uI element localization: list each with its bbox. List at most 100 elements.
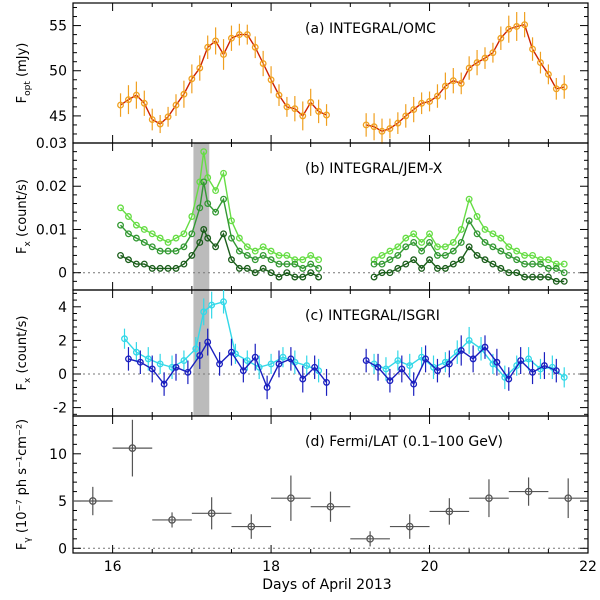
data-point-b-0 (370, 256, 378, 264)
data-point-b-0 (220, 169, 227, 177)
data-point-b-0 (243, 243, 251, 251)
data-point-b-1 (307, 260, 315, 268)
data-point-b-0 (117, 204, 124, 212)
data-point-a-0 (370, 123, 378, 131)
data-point-a-0 (164, 113, 172, 121)
data-point-a-0 (434, 92, 441, 100)
data-point-c-1 (445, 360, 453, 368)
data-point-b-2 (394, 264, 402, 272)
y-tick-label-a: 55 (49, 19, 67, 35)
data-point-b-0 (315, 256, 323, 264)
data-point-b-1 (521, 260, 529, 268)
y-axis-label-d: Fγ (10⁻⁷ ph s⁻¹cm⁻²) (15, 419, 33, 550)
data-point-b-0 (283, 251, 291, 259)
data-point-c-0 (144, 355, 152, 363)
data-point-a-0 (188, 75, 196, 83)
data-point-b-1 (156, 247, 164, 255)
data-point-a-0 (172, 101, 180, 109)
data-point-c-1 (311, 363, 319, 371)
data-point-b-2 (426, 256, 433, 264)
data-point-b-0 (267, 247, 275, 255)
data-point-b-0 (132, 221, 140, 229)
data-point-b-2 (544, 273, 552, 281)
data-point-b-2 (505, 269, 513, 277)
series-line-b-0 (373, 197, 565, 265)
data-point-b-2 (148, 264, 156, 272)
data-point-b-0 (180, 230, 188, 238)
data-point-a-0 (402, 112, 410, 120)
data-point-b-2 (529, 273, 536, 281)
y-tick-label-c: 0 (58, 367, 67, 383)
data-point-a-0 (323, 111, 330, 119)
data-point-b-2 (291, 273, 299, 281)
data-point-c-1 (148, 365, 156, 373)
data-point-b-1 (140, 238, 148, 246)
data-point-b-2 (410, 256, 418, 264)
data-point-b-0 (481, 226, 489, 233)
series-b-1 (117, 178, 568, 277)
data-point-a-0 (132, 91, 140, 99)
data-point-b-0 (552, 260, 560, 268)
data-point-a-0 (537, 59, 544, 67)
data-point-b-2 (434, 264, 441, 272)
data-point-b-1 (457, 238, 465, 246)
data-point-b-1 (449, 247, 457, 255)
data-point-b-1 (481, 238, 489, 246)
data-point-c-1 (263, 383, 271, 391)
data-point-a-0 (521, 21, 529, 29)
panel-title-a: (a) INTEGRAL/OMC (305, 21, 436, 37)
data-point-b-0 (441, 243, 449, 251)
data-point-b-1 (552, 264, 560, 272)
data-point-b-2 (315, 273, 323, 281)
data-point-b-1 (426, 238, 433, 246)
y-axis-label-b: Fx (count/s) (15, 179, 33, 254)
data-point-b-1 (148, 243, 156, 251)
data-point-a-0 (394, 119, 402, 127)
data-point-b-2 (449, 260, 457, 268)
data-point-c-1 (505, 375, 513, 383)
data-point-b-1 (378, 260, 386, 268)
data-point-b-1 (251, 256, 259, 264)
data-point-b-1 (275, 260, 283, 268)
data-point-b-1 (560, 269, 568, 277)
data-point-b-0 (426, 230, 433, 238)
data-point-d-0 (247, 522, 256, 531)
data-point-c-1 (125, 355, 132, 363)
y-tick-label-b: 0.03 (36, 136, 67, 152)
x-tick-label: 20 (421, 559, 439, 575)
data-point-c-1 (434, 367, 441, 375)
data-point-a-0 (148, 116, 156, 123)
y-axis-label-c: Fx (count/s) (15, 316, 33, 391)
data-point-c-1 (251, 353, 259, 361)
data-point-b-2 (220, 230, 227, 238)
data-point-a-0 (418, 99, 426, 107)
data-point-b-1 (473, 230, 481, 238)
data-point-c-0 (560, 373, 568, 381)
data-point-a-0 (180, 90, 188, 98)
data-point-c-1 (469, 355, 477, 363)
data-point-c-1 (160, 380, 168, 388)
data-point-c-0 (180, 357, 188, 365)
data-point-a-0 (362, 121, 370, 129)
data-point-b-0 (449, 238, 457, 246)
data-point-b-0 (156, 234, 164, 242)
series-d-0 (73, 419, 588, 547)
y-tick-label-a: 45 (49, 109, 67, 125)
data-point-b-2 (370, 273, 378, 281)
data-point-c-0 (441, 358, 449, 366)
data-point-a-0 (497, 34, 505, 42)
data-point-b-0 (434, 243, 441, 251)
panel-c: -2 0 2 4 (c) INTEGRAL/ISGRI Fx (count/s) (15, 289, 589, 417)
data-point-b-0 (560, 260, 568, 268)
data-point-a-0 (140, 99, 148, 107)
data-point-b-1 (283, 260, 291, 268)
data-point-b-2 (473, 251, 481, 259)
data-point-b-2 (489, 260, 497, 268)
data-point-a-0 (481, 54, 489, 62)
data-point-b-1 (117, 221, 124, 229)
data-point-a-0 (426, 98, 433, 105)
data-point-a-0 (156, 120, 164, 128)
data-point-d-0 (564, 494, 573, 503)
data-point-c-1 (216, 360, 224, 368)
data-point-b-2 (204, 234, 212, 242)
